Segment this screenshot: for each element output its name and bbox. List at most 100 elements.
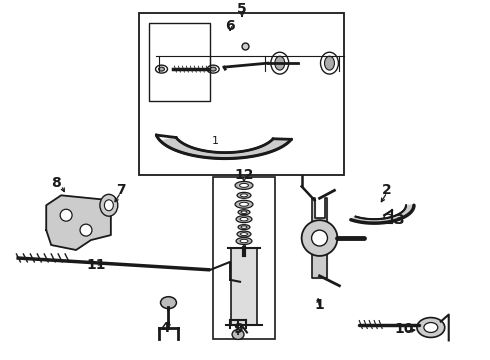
Polygon shape — [238, 152, 249, 157]
Circle shape — [312, 230, 327, 246]
Ellipse shape — [241, 233, 247, 235]
Polygon shape — [46, 195, 111, 250]
Ellipse shape — [159, 67, 165, 71]
Text: 1: 1 — [315, 298, 324, 312]
Polygon shape — [223, 153, 231, 158]
Circle shape — [302, 220, 338, 256]
Polygon shape — [351, 205, 414, 223]
Polygon shape — [194, 150, 201, 156]
Text: 4: 4 — [161, 320, 171, 334]
Text: 12: 12 — [234, 168, 254, 183]
Polygon shape — [168, 142, 182, 148]
Polygon shape — [191, 149, 199, 156]
Polygon shape — [197, 150, 203, 157]
Polygon shape — [266, 143, 285, 146]
Text: 6: 6 — [225, 19, 235, 33]
Circle shape — [60, 209, 72, 221]
Ellipse shape — [240, 183, 248, 187]
Ellipse shape — [237, 192, 251, 198]
Ellipse shape — [236, 238, 252, 244]
Polygon shape — [250, 149, 266, 154]
Polygon shape — [217, 152, 221, 158]
Text: 1: 1 — [212, 136, 219, 146]
Ellipse shape — [241, 211, 247, 213]
Polygon shape — [248, 150, 263, 155]
Ellipse shape — [235, 181, 253, 189]
Circle shape — [80, 224, 92, 236]
Text: 8: 8 — [51, 176, 61, 190]
Ellipse shape — [240, 239, 248, 243]
Ellipse shape — [100, 194, 118, 216]
Polygon shape — [209, 152, 212, 158]
Ellipse shape — [210, 67, 216, 71]
Text: 9: 9 — [233, 323, 243, 337]
Ellipse shape — [238, 210, 250, 215]
Ellipse shape — [238, 225, 250, 230]
Polygon shape — [228, 153, 237, 158]
Ellipse shape — [240, 202, 248, 206]
Polygon shape — [206, 151, 210, 158]
Polygon shape — [172, 144, 185, 150]
Polygon shape — [226, 153, 234, 158]
Polygon shape — [170, 143, 183, 149]
Polygon shape — [165, 140, 180, 145]
Polygon shape — [260, 146, 277, 150]
Bar — [148, 23, 210, 101]
Polygon shape — [254, 148, 270, 153]
Bar — [213, 177, 275, 339]
Bar — [231, 248, 257, 324]
Polygon shape — [161, 138, 177, 142]
Polygon shape — [262, 145, 279, 149]
Polygon shape — [162, 139, 177, 143]
Ellipse shape — [240, 217, 248, 221]
Polygon shape — [183, 147, 193, 154]
Text: 2: 2 — [382, 183, 392, 197]
Polygon shape — [265, 144, 283, 147]
Bar — [139, 13, 344, 175]
Polygon shape — [163, 139, 178, 144]
Polygon shape — [252, 149, 268, 153]
Ellipse shape — [236, 216, 252, 222]
Text: 5: 5 — [237, 3, 247, 17]
Ellipse shape — [235, 200, 253, 208]
Polygon shape — [214, 152, 218, 158]
Polygon shape — [268, 142, 286, 145]
Polygon shape — [186, 148, 195, 154]
Polygon shape — [189, 149, 197, 155]
Polygon shape — [203, 151, 207, 157]
Ellipse shape — [417, 318, 445, 337]
Polygon shape — [233, 152, 243, 158]
Polygon shape — [166, 141, 181, 147]
Ellipse shape — [237, 231, 251, 237]
Ellipse shape — [161, 297, 176, 309]
Polygon shape — [244, 151, 258, 156]
Polygon shape — [263, 145, 281, 148]
Polygon shape — [230, 152, 240, 158]
Ellipse shape — [324, 56, 335, 70]
Ellipse shape — [241, 226, 247, 228]
Polygon shape — [246, 150, 261, 155]
Ellipse shape — [104, 200, 113, 211]
Polygon shape — [242, 151, 255, 156]
Polygon shape — [178, 146, 190, 152]
Polygon shape — [181, 147, 192, 153]
Ellipse shape — [232, 329, 244, 339]
Polygon shape — [235, 152, 246, 158]
Polygon shape — [258, 147, 275, 151]
Polygon shape — [174, 144, 186, 150]
Polygon shape — [312, 198, 327, 278]
Ellipse shape — [241, 194, 247, 197]
Polygon shape — [221, 153, 227, 158]
Polygon shape — [200, 150, 205, 157]
Text: 10: 10 — [394, 323, 414, 337]
Polygon shape — [176, 145, 188, 151]
Polygon shape — [271, 140, 290, 142]
Polygon shape — [269, 141, 288, 144]
Polygon shape — [272, 139, 291, 140]
Polygon shape — [219, 152, 224, 158]
Ellipse shape — [275, 56, 285, 70]
Text: 3: 3 — [394, 213, 404, 227]
Text: 11: 11 — [86, 258, 106, 272]
Ellipse shape — [424, 323, 438, 333]
Polygon shape — [256, 148, 273, 152]
